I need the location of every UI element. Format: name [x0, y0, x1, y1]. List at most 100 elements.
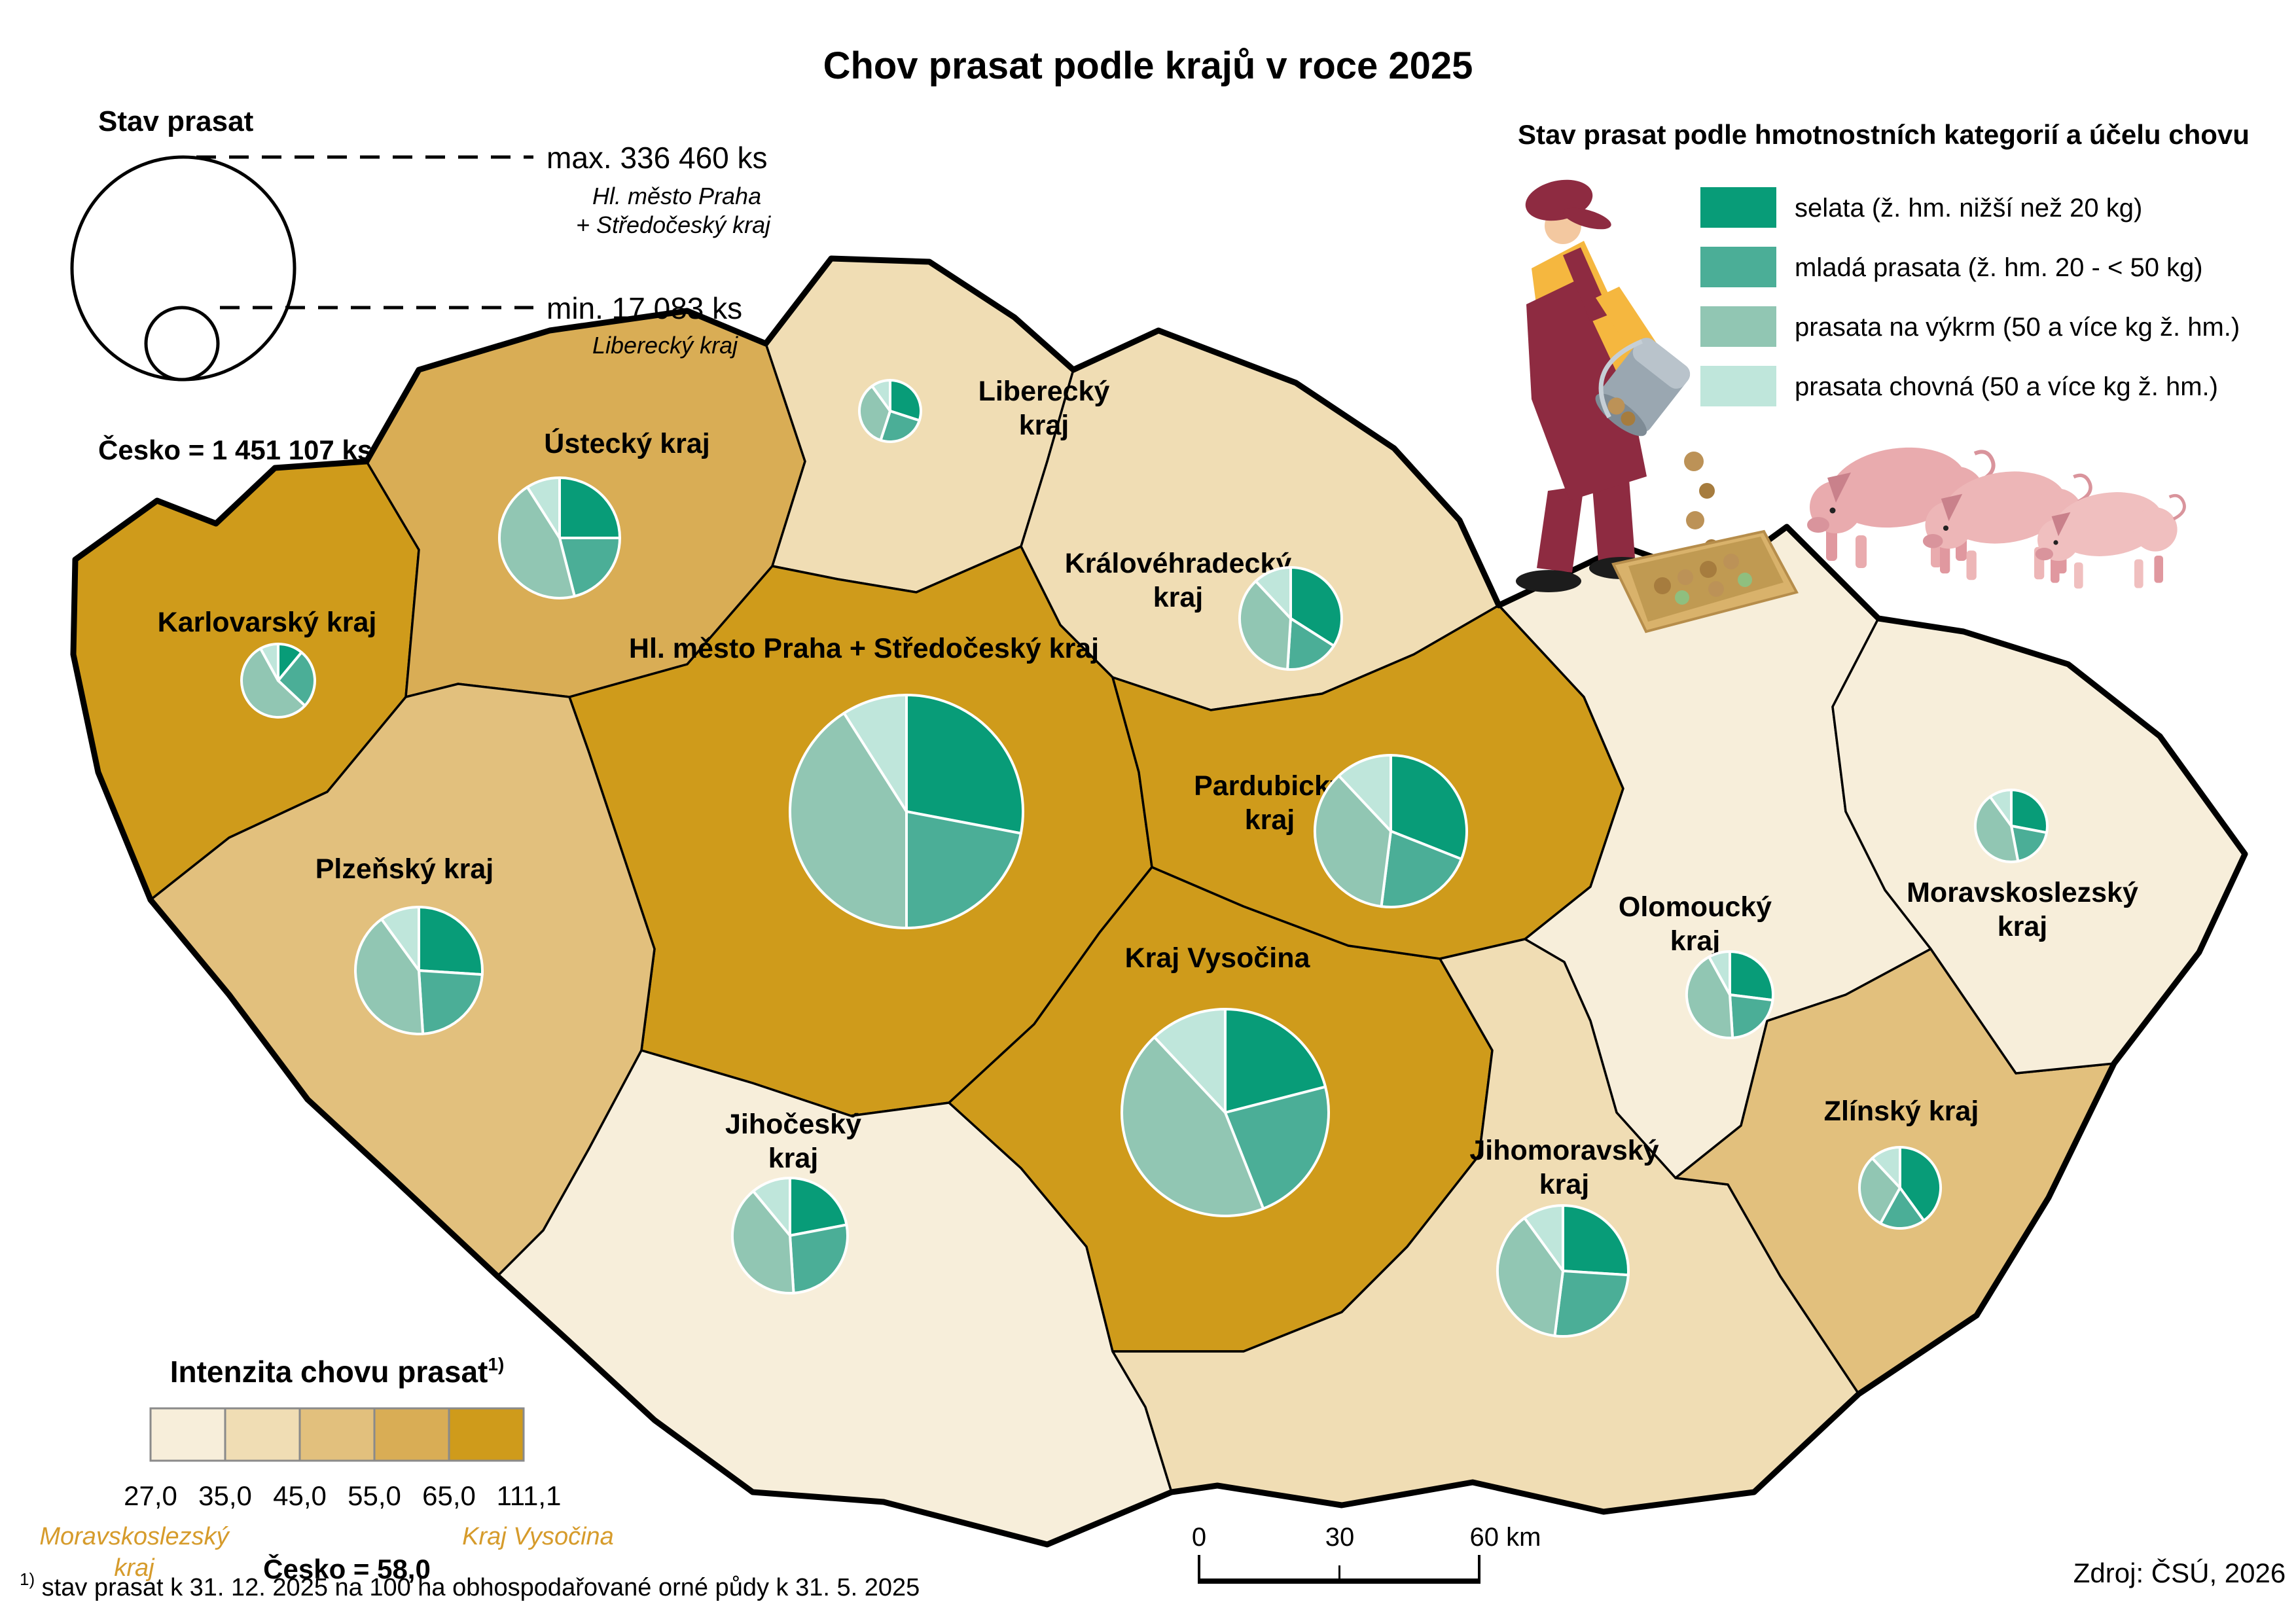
pie-liberecky-slice-1	[879, 410, 921, 443]
intensity-break-0: 27,0	[124, 1480, 177, 1511]
legend-label-mlada-prasata: mladá prasata (ž. hm. 20 - < 50 kg)	[1795, 253, 2203, 282]
region-label-zlinsky: Zlínský kraj	[1824, 1096, 1979, 1127]
pie-jihocesky-slice-2	[731, 1190, 795, 1294]
intensity-swatch-3	[298, 1407, 376, 1462]
region-label-plzensky: Plzeňský kraj	[315, 853, 494, 885]
pie-moravskoslezsky-slice-2	[1974, 795, 2020, 863]
pie-liberecky-slice-3	[870, 379, 891, 412]
region-label-olomoucky: Olomoucký	[1619, 891, 1772, 923]
intensity-min-region-line2: kraj	[114, 1554, 155, 1582]
region-label-kralovehradecky: kraj	[1153, 582, 1204, 613]
region-label-liberecky: kraj	[1019, 410, 1069, 441]
pie-jihomoravsky-slice-2	[1496, 1217, 1564, 1338]
pie-jihocesky-slice-1	[789, 1223, 849, 1294]
country-outline	[70, 255, 2248, 1548]
pie-olomoucky-slice-1	[1729, 993, 1774, 1039]
size-legend-max-region-line1: Hl. město Praha	[592, 183, 761, 209]
pie-ustecky-slice-0	[558, 476, 621, 539]
intensity-max-region: Kraj Vysočina	[462, 1523, 614, 1550]
pie-vysocina-slice-2	[1121, 1035, 1265, 1217]
pie-plzensky-slice-1	[418, 969, 484, 1035]
region-label-moravskoslezsky: Moravskoslezský	[1907, 877, 2138, 908]
legend-label-selata: selata (ž. hm. nižší než 20 kg)	[1795, 194, 2142, 223]
region-label-pardubicky: Pardubický	[1194, 770, 1346, 802]
source-credit: Zdroj: ČSÚ, 2026	[2073, 1558, 2286, 1588]
pie-pardubicky-slice-2	[1314, 774, 1392, 908]
region-label-jihocesky: Jihočeský	[725, 1109, 861, 1140]
pie-kralovehradecky-slice-3	[1254, 566, 1292, 620]
pie-zlinsky-slice-3	[1871, 1146, 1901, 1189]
legend-swatch-prasata-chovna	[1700, 366, 1776, 406]
pig-illustration	[2035, 492, 2186, 589]
scale-label-0: 0	[1192, 1523, 1206, 1552]
region-label-pardubicky: kraj	[1245, 804, 1295, 836]
pie-olomoucky-slice-0	[1729, 950, 1774, 1002]
region-label-liberecky: Liberecký	[978, 376, 1110, 407]
scale-label-60km: 60 km	[1470, 1523, 1541, 1552]
legend-swatch-selata	[1700, 187, 1776, 228]
legend-label-prasata-chovna: prasata chovná (50 a více kg ž. hm.)	[1795, 372, 2218, 401]
intensity-legend: Intenzita chovu prasat1) 27,0 35,0 45,0 …	[39, 1354, 613, 1584]
pie-jihomoravsky-slice-0	[1562, 1204, 1630, 1277]
intensity-min-region-line1: Moravskoslezský	[39, 1523, 230, 1550]
pie-olomoucky-slice-2	[1685, 955, 1734, 1039]
intensity-break-5: 111,1	[497, 1480, 562, 1511]
pie-jihocesky-slice-3	[751, 1177, 791, 1237]
intensity-swatch-2	[224, 1407, 301, 1462]
pie-plzensky-slice-3	[380, 906, 420, 972]
region-label-olomoucky: kraj	[1670, 925, 1721, 957]
legend-swatch-mlada-prasata	[1700, 247, 1776, 287]
region-label-ustecky: Ústecký kraj	[544, 427, 709, 459]
page-title: Chov prasat podle krajů v roce 2025	[823, 45, 1473, 87]
region-label-moravskoslezsky: kraj	[1998, 911, 2048, 942]
footnote: 1) stav prasat k 31. 12. 2025 na 100 ha …	[20, 1569, 920, 1601]
scale-label-30: 30	[1325, 1523, 1355, 1552]
size-legend: Stav prasat max. 336 460 ks Hl. město Pr…	[70, 105, 771, 465]
size-legend-max-label: max. 336 460 ks	[547, 141, 768, 175]
pie-vysocina-slice-1	[1224, 1085, 1330, 1210]
bucket-icon	[1595, 338, 1691, 437]
region-label-vysocina: Kraj Vysočina	[1125, 942, 1311, 974]
pie-plzensky-slice-0	[418, 906, 484, 976]
pie-plzensky-slice-2	[354, 918, 425, 1035]
feeding-trough	[1611, 529, 1799, 633]
intensity-swatch-4	[373, 1407, 450, 1462]
pie-karlovarsky-slice-3	[259, 643, 279, 682]
intensity-break-4: 65,0	[422, 1480, 476, 1511]
intensity-break-1: 35,0	[198, 1480, 252, 1511]
pie-zlinsky-slice-2	[1858, 1156, 1901, 1225]
category-legend: Stav prasat podle hmotnostních kategorií…	[1518, 119, 2250, 406]
pie-zlinsky-slice-1	[1879, 1186, 1926, 1230]
pie-olomoucky-slice-3	[1708, 950, 1731, 996]
region-pie-charts	[240, 379, 2049, 1338]
farmer-shoe	[1516, 570, 1581, 592]
size-legend-min-label: min. 17 083 ks	[547, 291, 742, 325]
size-legend-total: Česko = 1 451 107 ks	[98, 434, 372, 465]
region-label-jihocesky: kraj	[768, 1143, 819, 1174]
pie-praha_stredocesky-slice-1	[905, 810, 1022, 929]
intensity-swatch-1	[149, 1407, 226, 1462]
region-label-kralovehradecky: Královéhradecký	[1065, 548, 1292, 579]
intensity-swatch-5	[448, 1407, 525, 1462]
intensity-break-2: 45,0	[273, 1480, 327, 1511]
pie-zlinsky-slice-0	[1899, 1146, 1942, 1222]
pig-illustration	[1922, 471, 2092, 580]
category-legend-title: Stav prasat podle hmotnostních kategorií…	[1518, 119, 2250, 150]
size-legend-max-region-line2: + Středočeský kraj	[576, 211, 771, 238]
pie-karlovarsky-slice-1	[277, 651, 316, 707]
pie-ustecky-slice-2	[498, 486, 576, 599]
pie-ustecky-slice-1	[558, 537, 621, 598]
scale-bar: 0 30 60 km	[1192, 1523, 1541, 1584]
pie-kralovehradecky-slice-2	[1238, 580, 1292, 671]
pie-ustecky-slice-3	[526, 476, 561, 539]
pie-liberecky-slice-0	[889, 379, 922, 422]
pie-praha_stredocesky-slice-3	[842, 694, 908, 813]
intensity-legend-title: Intenzita chovu prasat1)	[170, 1354, 505, 1389]
size-legend-min-circle	[144, 306, 220, 382]
region-label-karlovarsky: Karlovarský kraj	[158, 607, 377, 638]
region-label-jihomoravsky: kraj	[1539, 1169, 1590, 1200]
pie-jihomoravsky-slice-1	[1553, 1270, 1630, 1338]
pie-vysocina-slice-3	[1153, 1008, 1227, 1114]
